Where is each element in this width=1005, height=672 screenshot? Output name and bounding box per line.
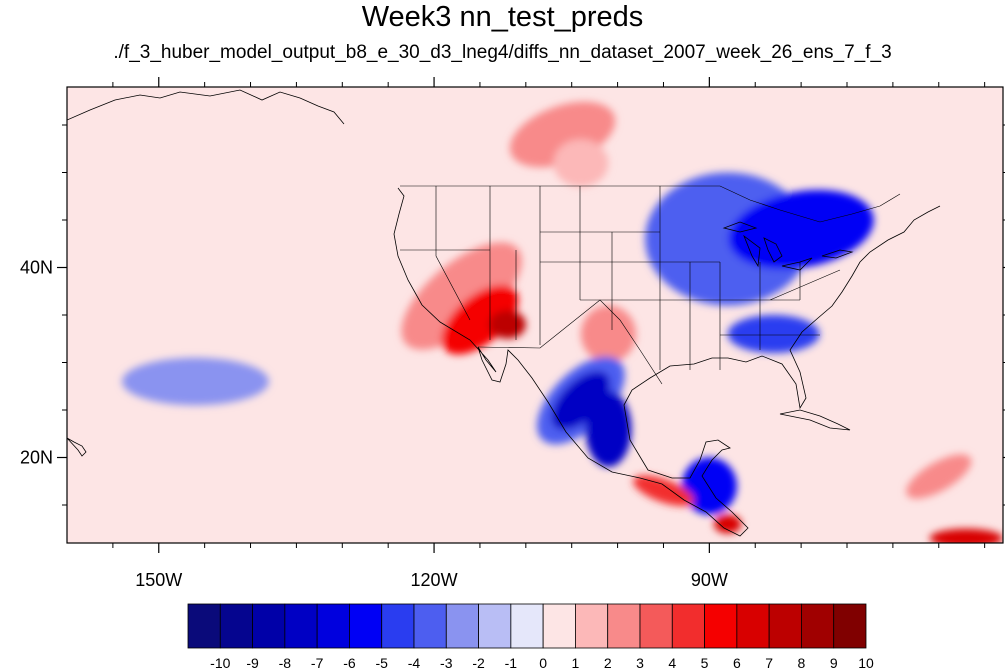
north-america-coastline <box>393 187 941 537</box>
colorbar-swatch-10 <box>510 603 544 649</box>
colorbar-label-10: 0 <box>539 655 547 671</box>
colorbar-swatch-14 <box>639 603 673 649</box>
field-region-16 <box>906 454 972 499</box>
colorbar-label-5: -5 <box>375 655 388 671</box>
colorbar-swatch-2 <box>252 603 286 649</box>
field-region-10 <box>728 189 874 270</box>
field-region-1 <box>553 139 609 187</box>
colorbar-swatch-17 <box>736 603 770 649</box>
colorbar-label-8: -2 <box>472 655 485 671</box>
field-region-2 <box>401 242 522 350</box>
colorbar-swatch-16 <box>704 603 738 649</box>
y-tick-label-1: 20N <box>20 448 53 468</box>
colorbar-label-11: 1 <box>572 655 580 671</box>
coastlines <box>67 89 941 537</box>
chart-subtitle: ./f_3_huber_model_output_b8_e_30_d3_lneg… <box>113 42 892 63</box>
colorbar-label-15: 5 <box>701 655 709 671</box>
colorbar-swatch-1 <box>219 603 253 649</box>
field-region-15 <box>122 357 269 406</box>
colorbar: -10 -9 -8 -7 -6 -5 -4 -3 -2 -1 0 1 2 3 4 5 6 7 8 9 10 <box>187 603 874 671</box>
colorbar-swatch-12 <box>575 603 609 649</box>
field-layer <box>122 101 1003 543</box>
colorbar-label-4: -6 <box>343 655 356 671</box>
x-tick-label-0: 150W <box>135 570 182 590</box>
field-region-14 <box>713 514 742 534</box>
colorbar-swatch-20 <box>833 603 867 649</box>
colorbar-label-7: -3 <box>440 655 453 671</box>
colorbar-swatch-7 <box>413 603 447 649</box>
colorbar-swatch-4 <box>316 603 350 649</box>
colorbar-label-2: -8 <box>279 655 292 671</box>
us-canada-border <box>400 185 901 223</box>
colorbar-label-19: 9 <box>830 655 838 671</box>
colorbar-swatch-15 <box>671 603 705 649</box>
field-region-7 <box>551 371 611 430</box>
colorbar-swatch-18 <box>768 603 802 649</box>
colorbar-label-18: 8 <box>798 655 806 671</box>
state-borders <box>400 185 901 385</box>
field-region-5 <box>580 305 636 363</box>
field-region-4 <box>489 310 526 339</box>
y-tick-label-0: 40N <box>20 258 53 278</box>
colorbar-swatch-3 <box>284 603 318 649</box>
x-tick-label-2: 90W <box>691 570 728 590</box>
colorbar-label-1: -9 <box>246 655 259 671</box>
colorbar-swatch-13 <box>607 603 641 649</box>
colorbar-label-13: 3 <box>636 655 644 671</box>
chart-title: Week3 nn_test_preds <box>361 1 644 33</box>
colorbar-swatch-5 <box>349 603 383 649</box>
axis-ticks: 150W 120W 90W 40N 20N <box>20 77 1005 590</box>
colorbar-label-0: -10 <box>210 655 230 671</box>
colorbar-swatch-9 <box>478 603 512 649</box>
colorbar-swatch-11 <box>542 603 576 649</box>
colorbar-label-12: 2 <box>604 655 612 671</box>
field-region-11 <box>727 315 820 353</box>
great-lakes <box>722 221 854 271</box>
field-region-8 <box>585 391 632 467</box>
colorbar-label-20: 10 <box>858 655 874 671</box>
colorbar-swatch-19 <box>801 603 835 649</box>
colorbar-swatch-0 <box>187 603 221 649</box>
field-region-17 <box>929 528 1003 543</box>
cuba-coast <box>779 409 851 431</box>
colorbar-label-14: 4 <box>668 655 676 671</box>
field-region-12 <box>681 457 737 515</box>
colorbar-label-16: 6 <box>733 655 741 671</box>
colorbar-label-17: 7 <box>765 655 773 671</box>
colorbar-label-9: -1 <box>505 655 518 671</box>
colorbar-label-3: -7 <box>311 655 324 671</box>
hawaii-coast <box>67 437 87 457</box>
x-tick-label-1: 120W <box>411 570 458 590</box>
alaska-coast <box>67 89 345 125</box>
state-lines <box>400 186 841 370</box>
field-region-13 <box>633 475 694 507</box>
colorbar-label-6: -4 <box>408 655 421 671</box>
colorbar-swatch-6 <box>381 603 415 649</box>
colorbar-swatch-8 <box>445 603 479 649</box>
field-region-3 <box>441 285 519 355</box>
